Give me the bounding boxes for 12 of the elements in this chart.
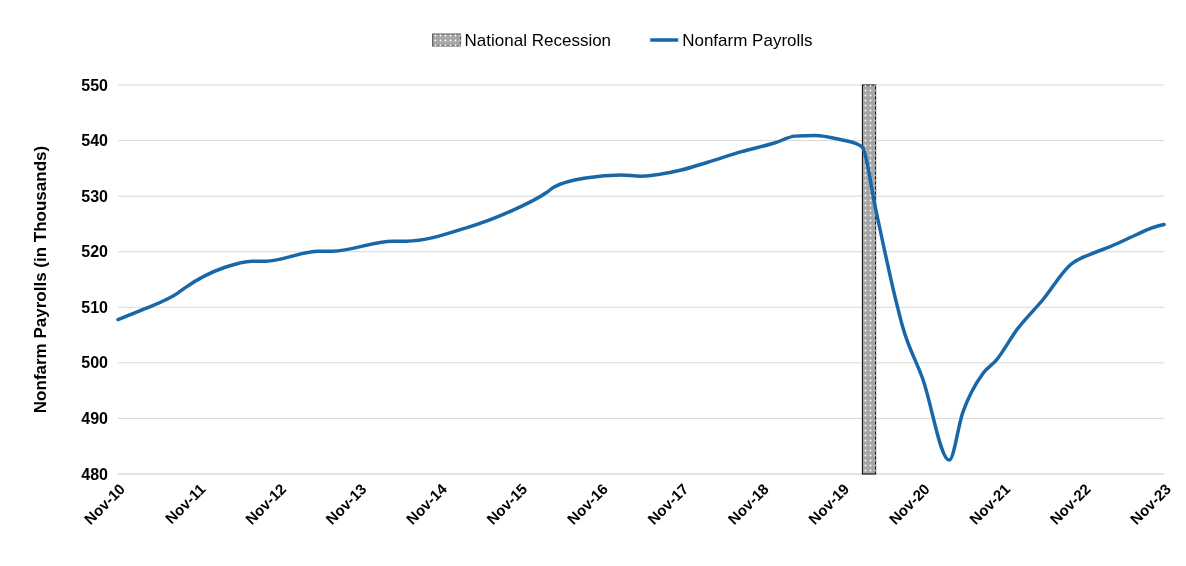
y-axis-title: Nonfarm Payrolls (in Thousands)	[31, 145, 50, 414]
y-tick-label: 510	[81, 298, 109, 316]
y-tick-label: 520	[81, 243, 109, 261]
legend-label: Nonfarm Payrolls	[682, 31, 813, 50]
line-series	[116, 133, 1166, 462]
y-tick-label: 540	[81, 132, 109, 150]
y-tick-label: 480	[81, 465, 109, 483]
y-tick-label: 530	[81, 187, 109, 205]
y-tick-label: 490	[81, 410, 109, 428]
y-tick-label: 500	[81, 354, 109, 372]
legend-label: National Recession	[464, 31, 612, 50]
y-tick-label: 550	[81, 76, 109, 94]
